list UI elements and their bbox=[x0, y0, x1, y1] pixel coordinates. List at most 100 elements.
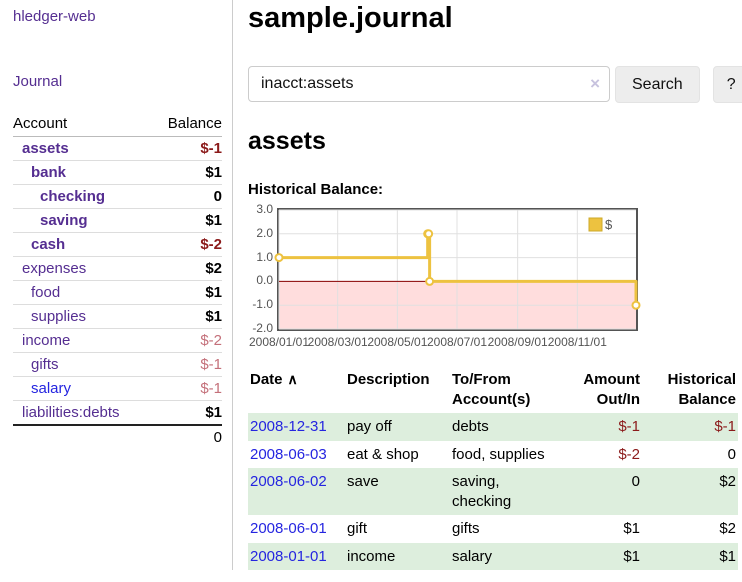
balance-cell: $2 bbox=[719, 520, 736, 537]
date-cell: 2008-12-31 bbox=[248, 413, 345, 441]
data-point-marker bbox=[424, 229, 434, 239]
transaction-row: 2008-06-01 gift gifts $1 $2 bbox=[248, 515, 738, 543]
accounts-cell: saving, checking bbox=[450, 468, 550, 515]
x-axis-tick-label: 2008/09/01 bbox=[487, 335, 548, 349]
account-name-cell: cash bbox=[13, 232, 152, 257]
sidebar-account-link[interactable]: salary bbox=[31, 380, 72, 397]
balance-cell: $-1 bbox=[642, 413, 738, 441]
account-balance: $1 bbox=[151, 304, 222, 329]
date-cell: 2008-06-01 bbox=[248, 515, 345, 543]
account-name-cell: assets bbox=[13, 137, 152, 161]
sidebar-account-link[interactable]: checking bbox=[40, 188, 106, 205]
amount-cell: $-2 bbox=[618, 445, 640, 463]
column-header-balance: Historical Balance bbox=[667, 371, 736, 408]
y-axis-tick-label: 1.0 bbox=[256, 249, 273, 264]
main-content: sample.journal × Search ? assets Histori… bbox=[233, 0, 742, 570]
account-name-cell: food bbox=[13, 280, 152, 305]
account-balance: $1 bbox=[151, 280, 222, 305]
account-row: supplies $1 bbox=[13, 304, 222, 329]
description-cell: eat & shop bbox=[347, 445, 419, 463]
account-row: gifts $-1 bbox=[13, 352, 222, 377]
account-balance: $1 bbox=[151, 160, 222, 185]
sidebar-account-link[interactable]: assets bbox=[22, 140, 69, 157]
y-axis-tick-label: 2.0 bbox=[256, 225, 273, 240]
account-row: food $1 bbox=[13, 280, 222, 305]
chart-plot-area: $ bbox=[274, 208, 641, 331]
transaction-row: 2008-06-03 eat & shop food, supplies $-2 0 bbox=[248, 441, 738, 469]
description-cell: income bbox=[345, 542, 450, 570]
x-axis-tick-label: 2008/11/01 bbox=[547, 335, 607, 349]
transaction-date-link[interactable]: 2008-06-03 bbox=[250, 445, 327, 463]
app-title-link[interactable]: hledger-web bbox=[13, 8, 96, 25]
transaction-row: 2008-12-31 pay off debts $-1 $-1 bbox=[248, 413, 738, 441]
sidebar-account-link[interactable]: gifts bbox=[31, 356, 59, 373]
sidebar-account-link[interactable]: liabilities:debts bbox=[22, 404, 120, 421]
column-header-accounts: To/From Account(s) bbox=[452, 371, 531, 408]
date-cell: 2008-06-02 bbox=[248, 468, 345, 515]
chart-canvas: $ bbox=[274, 209, 641, 330]
balance-cell: $2 bbox=[642, 468, 738, 515]
search-button[interactable]: Search bbox=[615, 66, 700, 103]
search-input[interactable] bbox=[248, 66, 610, 102]
sort-asc-icon: ∧ bbox=[287, 371, 298, 387]
account-name-cell: supplies bbox=[13, 304, 152, 329]
transaction-date-link[interactable]: 2008-06-02 bbox=[250, 473, 327, 490]
y-axis-tick-label: -2.0 bbox=[252, 321, 273, 335]
amount-cell: $1 bbox=[550, 542, 642, 570]
accounts-balance-table: Account Balance assets $-1 bank $1 checking 0… bbox=[13, 112, 222, 449]
accounts-total-balance: 0 bbox=[151, 424, 222, 449]
sidebar-account-link[interactable]: saving bbox=[40, 212, 88, 229]
chart-title: Historical Balance: bbox=[248, 181, 384, 198]
account-balance: $-1 bbox=[200, 140, 222, 157]
account-name-cell: expenses bbox=[13, 256, 152, 281]
account-balance: $-1 bbox=[151, 352, 222, 377]
transaction-row: 2008-06-02 save saving, checking 0 $2 bbox=[248, 468, 738, 515]
accounts-cell: salary bbox=[450, 542, 550, 570]
transaction-date-link[interactable]: 2008-01-01 bbox=[250, 547, 327, 565]
sidebar-account-link[interactable]: expenses bbox=[22, 260, 87, 277]
x-axis-tick-label: 2008/07/01 bbox=[426, 335, 488, 349]
sidebar-account-link[interactable]: supplies bbox=[31, 308, 87, 325]
clear-search-icon[interactable]: × bbox=[590, 74, 600, 93]
account-row: assets $-1 bbox=[13, 137, 222, 161]
accounts-cell: gifts bbox=[452, 520, 480, 537]
data-point-marker bbox=[425, 276, 435, 286]
hledger-web-app: hledger-web Journal Account Balance asse… bbox=[13, 0, 742, 570]
account-balance: $-1 bbox=[151, 376, 222, 401]
amount-cell: $-1 bbox=[550, 413, 642, 441]
legend-swatch bbox=[588, 217, 603, 232]
account-name-cell: saving bbox=[13, 208, 152, 233]
x-axis-tick-label: 2008/05/01 bbox=[367, 335, 428, 349]
account-row: income $-2 bbox=[13, 328, 222, 353]
account-name-cell: bank bbox=[13, 160, 152, 185]
sidebar-account-link[interactable]: food bbox=[31, 284, 61, 301]
account-name-cell: liabilities:debts bbox=[13, 400, 152, 425]
x-axis-tick-label: 2008/01/01 bbox=[248, 335, 310, 349]
sidebar-account-link[interactable]: bank bbox=[31, 164, 67, 181]
transaction-date-link[interactable]: 2008-12-31 bbox=[250, 418, 327, 435]
y-axis-tick-label: -1.0 bbox=[252, 297, 273, 312]
account-name-cell: gifts bbox=[13, 352, 152, 377]
sidebar-item-journal[interactable]: Journal bbox=[13, 73, 63, 90]
account-row: salary $-1 bbox=[13, 376, 222, 401]
column-header-date[interactable]: Date ∧ bbox=[250, 371, 298, 388]
transactions-header-row: Date ∧ Description To/From Account(s) Amo… bbox=[248, 366, 738, 413]
legend-label: $ bbox=[605, 217, 613, 232]
account-balance: $-2 bbox=[151, 328, 222, 353]
account-name-cell: income bbox=[13, 328, 152, 353]
account-name-cell: salary bbox=[13, 376, 152, 401]
transaction-date-link[interactable]: 2008-06-01 bbox=[250, 520, 327, 537]
transactions-table: Date ∧ Description To/From Account(s) Amo… bbox=[248, 366, 738, 570]
balance-column-header: Balance bbox=[151, 112, 222, 137]
sidebar-account-link[interactable]: cash bbox=[31, 236, 66, 253]
sidebar-account-link[interactable]: income bbox=[22, 332, 71, 349]
x-axis-tick-label: 2008/03/01 bbox=[307, 335, 368, 349]
amount-cell: 0 bbox=[550, 468, 642, 515]
y-axis-tick-label: 3.0 bbox=[256, 202, 273, 216]
description-cell: pay off bbox=[345, 413, 450, 441]
column-header-description: Description bbox=[347, 371, 430, 388]
account-row: liabilities:debts $1 bbox=[13, 400, 222, 425]
search-form: × Search ? bbox=[248, 66, 742, 103]
search-help-button[interactable]: ? bbox=[712, 66, 742, 103]
account-balance: $2 bbox=[151, 256, 222, 281]
